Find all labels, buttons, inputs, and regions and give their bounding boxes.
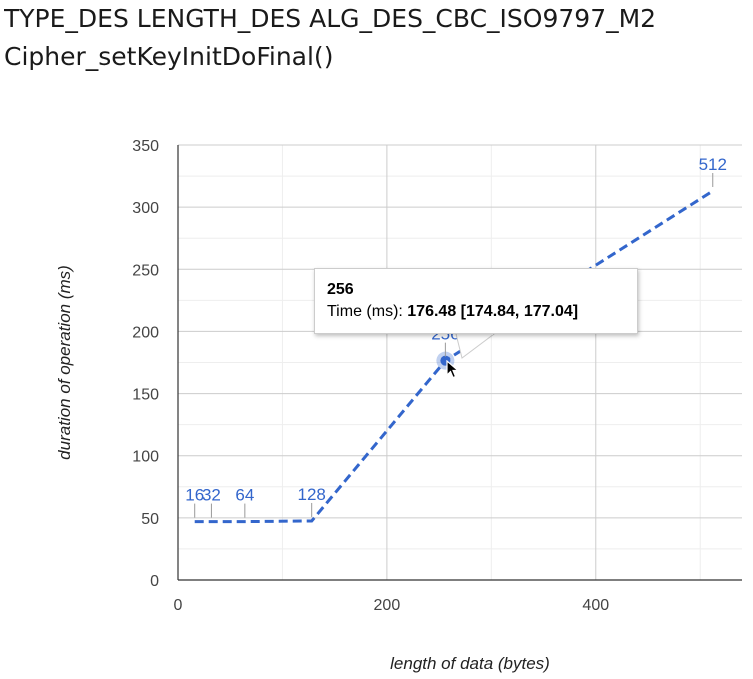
y-tick-label: 200: [132, 324, 159, 341]
data-label: 512: [699, 155, 727, 174]
x-tick-label: 0: [174, 597, 183, 614]
tooltip-value: 176.48 [174.84, 177.04]: [407, 303, 579, 320]
y-tick-label: 300: [132, 200, 159, 217]
chart-title-line-1: TYPE_DES LENGTH_DES ALG_DES_CBC_ISO9797_…: [4, 4, 657, 33]
y-tick-label: 0: [150, 573, 159, 590]
data-label: 16: [185, 486, 204, 505]
y-tick-label: 350: [132, 138, 159, 155]
tick-labels: 0 200 400 0 50 100 150 200 250 300 350: [132, 138, 609, 614]
chart-title-line-2: Cipher_setKeyInitDoFinal(): [4, 42, 334, 71]
tooltip-body: Time (ms): 176.48 [174.84, 177.04]: [327, 301, 625, 323]
y-tick-label: 50: [141, 511, 159, 528]
x-axis-title: length of data (bytes): [390, 654, 550, 673]
y-tick-label: 100: [132, 449, 159, 466]
chart-title: TYPE_DES LENGTH_DES ALG_DES_CBC_ISO9797_…: [4, 0, 753, 76]
x-tick-label: 400: [582, 597, 609, 614]
mouse-pointer-icon: [446, 360, 460, 379]
y-tick-label: 150: [132, 387, 159, 404]
data-label: 128: [298, 485, 326, 504]
tooltip-label: Time (ms):: [327, 303, 408, 320]
data-label: 32: [202, 486, 221, 505]
tooltip-header: 256: [327, 281, 354, 298]
x-tick-label: 200: [374, 597, 401, 614]
y-tick-label: 250: [132, 262, 159, 279]
y-axis-title: duration of operation (ms): [55, 265, 74, 460]
axes: [177, 145, 742, 581]
data-label: 64: [235, 486, 254, 505]
data-tooltip: 256 Time (ms): 176.48 [174.84, 177.04]: [314, 268, 638, 334]
